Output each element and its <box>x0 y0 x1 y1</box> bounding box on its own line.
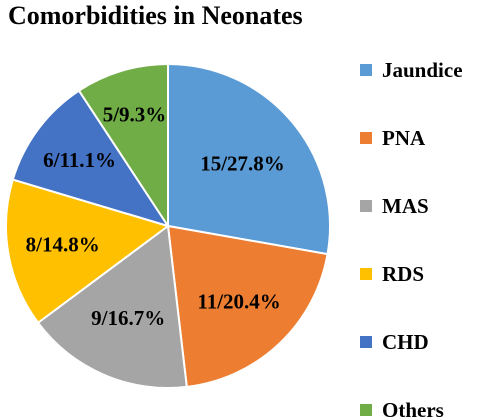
legend-swatch-others <box>360 404 372 416</box>
legend-label-others: Others <box>382 398 444 419</box>
legend-swatch-mas <box>360 200 372 212</box>
legend-swatch-chd <box>360 336 372 348</box>
legend-label-mas: MAS <box>382 194 429 218</box>
legend-label-pna: PNA <box>382 126 426 150</box>
pie-slice-pna <box>166 224 329 389</box>
legend-swatch-rds <box>360 268 372 280</box>
slice-label-jaundice: 15/27.8% <box>200 152 285 176</box>
legend-label-chd: CHD <box>382 330 429 354</box>
legend-swatch-jaundice <box>360 64 372 76</box>
legend-label-jaundice: Jaundice <box>382 58 463 82</box>
pie-slice-jaundice <box>167 62 331 256</box>
pie-slice-rds <box>5 178 171 325</box>
slice-label-pna: 11/20.4% <box>197 289 280 313</box>
pie-slices <box>5 62 331 389</box>
slice-label-rds: 8/14.8% <box>26 233 100 257</box>
pie-slice-others <box>77 62 169 230</box>
legend-swatch-pna <box>360 132 372 144</box>
legend: Jaundice PNA MAS RDS CHD Others <box>360 58 463 419</box>
slice-label-mas: 9/16.7% <box>91 306 165 330</box>
slice-label-others: 5/9.3% <box>103 102 167 126</box>
legend-label-rds: RDS <box>382 262 424 286</box>
slice-label-chd: 6/11.1% <box>43 148 116 172</box>
pie-slice-mas <box>36 224 188 389</box>
pie-slice-chd <box>11 89 171 228</box>
chart-title: Comorbidities in Neonates <box>8 1 303 30</box>
slice-labels: 15/27.8% 11/20.4% 9/16.7% 8/14.8% 6/11.1% 5/9… <box>26 102 285 330</box>
